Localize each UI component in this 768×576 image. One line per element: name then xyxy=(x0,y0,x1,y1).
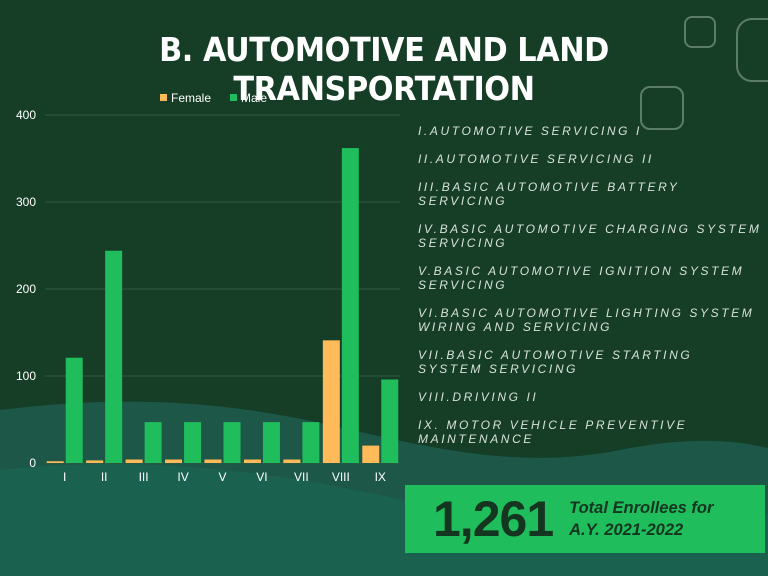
page-title: B. AUTOMOTIVE AND LAND TRANSPORTATION xyxy=(159,30,609,108)
bar-male-iv xyxy=(184,422,202,463)
bar-female-ii xyxy=(86,460,104,463)
course-legend-item: V.BASIC AUTOMOTIVE IGNITION SYSTEM SERVI… xyxy=(418,264,745,292)
bar-male-vii xyxy=(302,422,320,463)
legend-swatch-male xyxy=(230,94,237,101)
course-legend-item: I.AUTOMOTIVE SERVICING I xyxy=(418,124,642,138)
y-tick-label: 400 xyxy=(16,108,36,122)
legend-label-male: Male xyxy=(241,91,267,105)
course-legend-item: VIII.DRIVING II xyxy=(418,390,539,404)
bar-male-ix xyxy=(381,379,399,463)
x-tick-label: IX xyxy=(375,470,386,484)
total-enrollees-box: 1,261 Total Enrollees for A.Y. 2021-2022 xyxy=(405,485,765,553)
legend-label-female: Female xyxy=(171,91,211,105)
decorative-rounded-square xyxy=(640,86,684,130)
x-tick-label: VIII xyxy=(332,470,350,484)
decorative-rounded-square xyxy=(684,16,716,48)
bar-female-viii xyxy=(322,340,340,463)
course-legend-item: III.BASIC AUTOMOTIVE BATTERY SERVICING xyxy=(418,180,680,208)
bar-male-v xyxy=(223,422,241,463)
y-tick-label: 0 xyxy=(29,456,36,470)
course-legend-list: I.AUTOMOTIVE SERVICING I II.AUTOMOTIVE S… xyxy=(418,124,763,460)
bar-male-vi xyxy=(262,422,280,463)
legend-swatch-female xyxy=(160,94,167,101)
course-legend-item: IV.BASIC AUTOMOTIVE CHARGING SYSTEM SERV… xyxy=(418,222,762,250)
bar-female-i xyxy=(46,461,64,463)
bar-female-vii xyxy=(283,459,301,463)
x-tick-label: I xyxy=(63,470,66,484)
x-tick-label: IV xyxy=(177,470,188,484)
total-enrollees-number: 1,261 xyxy=(433,491,554,547)
x-tick-label: VII xyxy=(294,470,309,484)
bar-female-iii xyxy=(125,459,143,463)
bar-female-vi xyxy=(243,459,261,463)
bar-female-iv xyxy=(165,459,183,463)
total-enrollees-caption: Total Enrollees for A.Y. 2021-2022 xyxy=(569,499,714,539)
y-tick-label: 100 xyxy=(16,369,36,383)
bar-female-ix xyxy=(362,445,380,463)
decorative-rounded-square xyxy=(736,18,768,82)
course-legend-item: VII.BASIC AUTOMOTIVE STARTING SYSTEM SER… xyxy=(418,348,693,376)
y-tick-label: 200 xyxy=(16,282,36,296)
x-tick-label: V xyxy=(218,470,226,484)
bar-male-viii xyxy=(341,148,359,463)
bar-male-i xyxy=(65,357,83,463)
course-legend-item: VI.BASIC AUTOMOTIVE LIGHTING SYSTEM WIRI… xyxy=(418,306,755,334)
bar-male-iii xyxy=(144,422,162,463)
x-tick-label: III xyxy=(139,470,149,484)
y-tick-label: 300 xyxy=(16,195,36,209)
course-legend-item: IX. MOTOR VEHICLE PREVENTIVE MAINTENANCE xyxy=(418,418,688,446)
x-tick-label: VI xyxy=(256,470,267,484)
bar-male-ii xyxy=(105,250,123,463)
x-tick-label: II xyxy=(101,470,108,484)
bar-female-v xyxy=(204,459,222,463)
course-legend-item: II.AUTOMOTIVE SERVICING II xyxy=(418,152,654,166)
